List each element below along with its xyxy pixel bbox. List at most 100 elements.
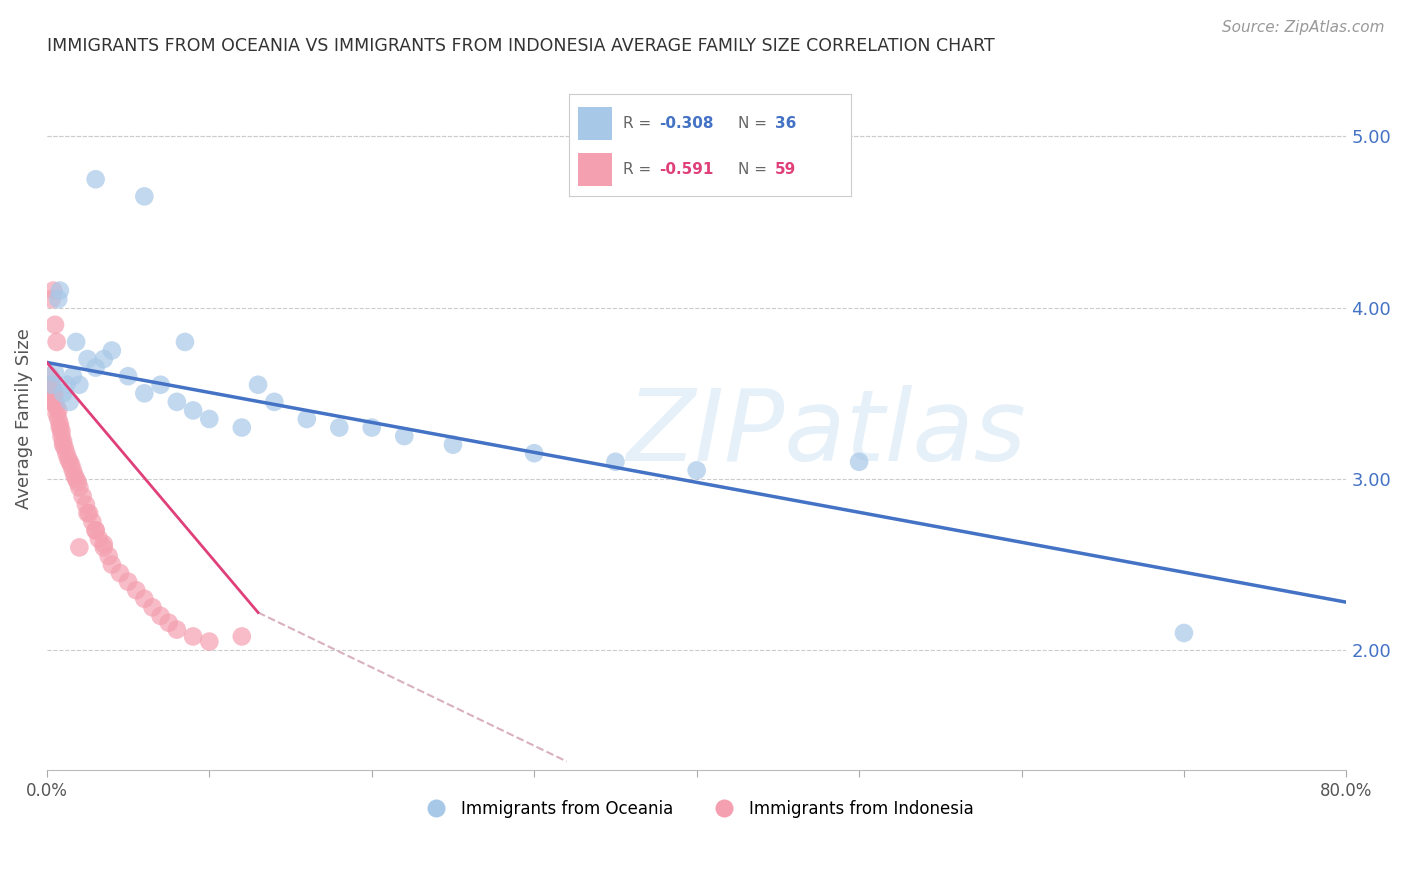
Text: 36: 36	[775, 116, 796, 131]
Point	[56, 451, 79, 466]
Point	[101, 558, 124, 572]
Point	[38, 386, 60, 401]
Text: N =: N =	[738, 116, 772, 131]
Point	[76, 506, 98, 520]
Point	[49, 284, 72, 298]
Text: N =: N =	[738, 162, 772, 178]
Point	[42, 383, 65, 397]
Point	[67, 377, 90, 392]
Point	[87, 532, 110, 546]
Text: -0.308: -0.308	[659, 116, 714, 131]
Point	[62, 463, 84, 477]
Point	[53, 441, 76, 455]
Bar	[578, 107, 612, 140]
Text: R =: R =	[623, 162, 657, 178]
Point	[44, 366, 66, 380]
Point	[46, 292, 69, 306]
Point	[55, 377, 77, 392]
Point	[72, 489, 94, 503]
Point	[685, 463, 707, 477]
Point	[394, 429, 416, 443]
Point	[52, 434, 75, 449]
Point	[82, 515, 104, 529]
Point	[84, 172, 107, 186]
Point	[97, 549, 120, 563]
Point	[198, 634, 221, 648]
Point	[134, 591, 156, 606]
Point	[84, 523, 107, 537]
Point	[198, 412, 221, 426]
Point	[65, 334, 87, 349]
Text: IMMIGRANTS FROM OCEANIA VS IMMIGRANTS FROM INDONESIA AVERAGE FAMILY SIZE CORRELA: IMMIGRANTS FROM OCEANIA VS IMMIGRANTS FR…	[46, 37, 994, 55]
Point	[263, 395, 285, 409]
Point	[60, 458, 83, 473]
Point	[231, 629, 253, 643]
Point	[149, 377, 172, 392]
Point	[848, 455, 870, 469]
Point	[117, 369, 139, 384]
Point	[75, 498, 97, 512]
Point	[77, 506, 100, 520]
Point	[93, 352, 115, 367]
Point	[41, 377, 63, 392]
Point	[49, 417, 72, 431]
Text: -0.591: -0.591	[659, 162, 714, 178]
Point	[360, 420, 382, 434]
Point	[44, 395, 66, 409]
Point	[141, 600, 163, 615]
Point	[67, 541, 90, 555]
Point	[63, 468, 86, 483]
Point	[181, 403, 204, 417]
Point	[1173, 626, 1195, 640]
Point	[41, 395, 63, 409]
Text: Source: ZipAtlas.com: Source: ZipAtlas.com	[1222, 20, 1385, 35]
Text: 59: 59	[775, 162, 796, 178]
Point	[231, 420, 253, 434]
Bar	[578, 153, 612, 186]
Point	[41, 386, 63, 401]
Point	[441, 438, 464, 452]
Point	[59, 395, 82, 409]
Point	[523, 446, 546, 460]
Point	[101, 343, 124, 358]
Point	[44, 386, 66, 401]
Point	[46, 412, 69, 426]
Point	[328, 420, 350, 434]
Point	[51, 429, 73, 443]
Point	[45, 334, 67, 349]
Point	[247, 377, 270, 392]
Point	[66, 475, 89, 490]
Point	[174, 334, 197, 349]
Text: ZIPatlas: ZIPatlas	[627, 384, 1026, 482]
Point	[295, 412, 318, 426]
Point	[166, 623, 188, 637]
Point	[84, 523, 107, 537]
Point	[39, 395, 62, 409]
Point	[44, 318, 66, 332]
Point	[149, 608, 172, 623]
Point	[45, 400, 67, 414]
Point	[134, 386, 156, 401]
Point	[52, 386, 75, 401]
Point	[117, 574, 139, 589]
Point	[65, 472, 87, 486]
Point	[38, 377, 60, 392]
Text: R =: R =	[623, 116, 657, 131]
Point	[84, 360, 107, 375]
Point	[42, 390, 65, 404]
Point	[55, 446, 77, 460]
Point	[62, 369, 84, 384]
Point	[67, 480, 90, 494]
Point	[157, 615, 180, 630]
Point	[93, 537, 115, 551]
Point	[108, 566, 131, 580]
Point	[39, 369, 62, 384]
Point	[134, 189, 156, 203]
Point	[49, 420, 72, 434]
Point	[181, 629, 204, 643]
Point	[52, 438, 75, 452]
Point	[42, 284, 65, 298]
Point	[605, 455, 627, 469]
Point	[125, 583, 148, 598]
Point	[76, 352, 98, 367]
